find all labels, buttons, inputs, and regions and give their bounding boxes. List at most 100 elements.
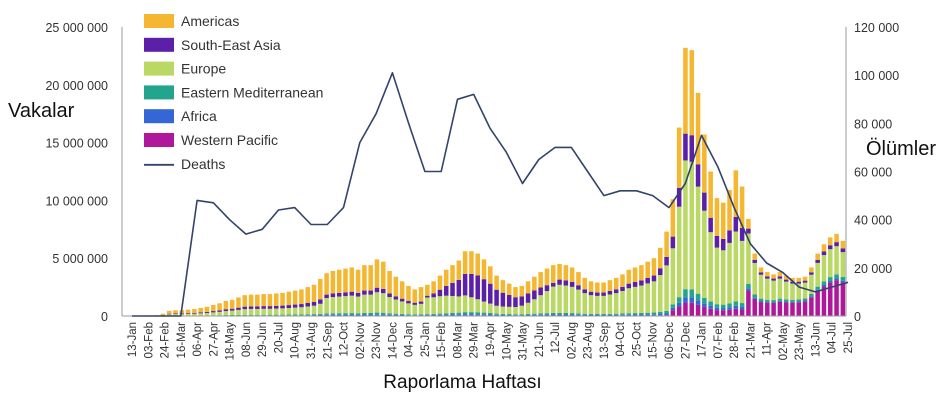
- bar-segment-africa: [815, 289, 820, 292]
- bar-segment-europe: [381, 293, 386, 313]
- y2-axis-label: Ölümler: [866, 138, 937, 160]
- bar-segment-europe: [809, 274, 814, 294]
- y2-tick-label: 100 000: [854, 69, 899, 83]
- bar-segment-africa: [443, 314, 449, 316]
- bar-segment-eastern-mediterranean: [450, 312, 455, 315]
- y-tick-label: 5 000 000: [52, 252, 108, 266]
- bar-segment-europe: [651, 281, 657, 313]
- bar-segment-eastern-mediterranean: [425, 314, 430, 316]
- bar-segment-south-east-asia: [557, 279, 562, 285]
- bar-segment-europe: [418, 303, 424, 315]
- bar-segment-americas: [324, 273, 329, 295]
- bar-segment-americas: [500, 280, 506, 293]
- bar-segment-eastern-mediterranean: [273, 314, 279, 316]
- bar-segment-south-east-asia: [305, 303, 310, 307]
- bar-segment-americas: [815, 253, 820, 260]
- bar-segment-south-east-asia: [834, 242, 839, 247]
- bar-segment-africa: [834, 278, 839, 281]
- bar-segment-americas: [450, 265, 455, 283]
- y2-tick-label: 0: [854, 310, 861, 324]
- x-tick-label: 12-Jul: [550, 322, 562, 353]
- bar-segment-africa: [670, 307, 676, 311]
- bar-segment-americas: [588, 281, 594, 292]
- bar-segment-americas: [173, 310, 178, 314]
- bar-segment-europe: [248, 308, 254, 315]
- bar-segment-south-east-asia: [368, 290, 373, 295]
- bar-segment-americas: [406, 285, 411, 301]
- bar-segment-europe: [607, 294, 613, 314]
- bar-segment-eastern-mediterranean: [242, 314, 248, 316]
- legend-label-americas: Americas: [181, 13, 239, 29]
- bar-segment-europe: [443, 295, 449, 314]
- bar-segment-europe: [242, 309, 248, 315]
- bar-segment-eastern-mediterranean: [469, 312, 474, 315]
- bar-segment-europe: [720, 250, 726, 305]
- bar-segment-europe: [393, 299, 399, 314]
- bar-segment-eastern-mediterranean: [362, 312, 367, 315]
- bar-segment-south-east-asia: [248, 306, 254, 309]
- legend-label-europe: Europe: [181, 61, 226, 77]
- bar-segment-americas: [777, 272, 783, 277]
- bar-segment-europe: [550, 286, 556, 313]
- bar-segment-americas: [381, 261, 386, 289]
- bar-segment-western-pacific: [752, 298, 757, 316]
- bar-segment-south-east-asia: [242, 306, 248, 310]
- bar-segment-americas: [494, 275, 499, 290]
- bar-segment-africa: [840, 280, 846, 283]
- bar-segment-americas: [595, 282, 600, 293]
- bar-segment-europe: [223, 311, 229, 316]
- bar-segment-eastern-mediterranean: [324, 313, 329, 315]
- bar-segment-americas: [758, 267, 764, 273]
- bar-segment-europe: [431, 297, 436, 314]
- bar-segment-africa: [550, 314, 556, 316]
- bar-segment-americas: [336, 269, 342, 293]
- bar-segment-americas: [532, 276, 537, 291]
- bar-segment-africa: [387, 314, 392, 316]
- bar-segment-americas: [393, 276, 399, 297]
- bar-segment-europe: [777, 278, 783, 299]
- x-tick-label: 23-Nov: [371, 322, 383, 359]
- bar-segment-africa: [425, 315, 430, 316]
- bar-segment-europe: [399, 301, 405, 314]
- bar-segment-south-east-asia: [450, 282, 455, 296]
- x-tick-label: 06-Apr: [192, 322, 204, 357]
- x-tick-label: 10-Aug: [290, 322, 302, 359]
- bar-segment-americas: [519, 285, 525, 297]
- x-tick-label: 25-Jan: [420, 322, 432, 357]
- bar-segment-south-east-asia: [229, 308, 235, 311]
- bar-segment-africa: [821, 285, 827, 287]
- bar-segment-africa: [494, 314, 499, 316]
- bar-segment-africa: [538, 314, 543, 316]
- x-tick-label: 27-Dec: [680, 322, 692, 359]
- bar-segment-americas: [557, 263, 562, 280]
- bar-segment-americas: [431, 281, 436, 294]
- bar-segment-south-east-asia: [525, 293, 531, 303]
- x-tick-label: 16-Mar: [176, 322, 188, 359]
- bar-segment-south-east-asia: [462, 273, 468, 296]
- bar-segment-europe: [595, 295, 600, 314]
- x-tick-label: 29-Mar: [469, 322, 481, 359]
- bar-segment-south-east-asia: [632, 282, 638, 287]
- bar-segment-western-pacific: [796, 302, 802, 316]
- bar-segment-south-east-asia: [204, 311, 210, 313]
- bar-segment-south-east-asia: [519, 296, 525, 306]
- bar-segment-europe: [746, 233, 751, 284]
- bar-segment-eastern-mediterranean: [783, 299, 789, 302]
- bar-segment-europe: [506, 306, 512, 315]
- bar-segment-africa: [355, 314, 361, 316]
- bar-segment-western-pacific: [670, 310, 676, 316]
- bar-segment-eastern-mediterranean: [513, 314, 518, 316]
- bar-segment-americas: [443, 269, 449, 286]
- bar-segment-africa: [437, 314, 443, 316]
- bar-segment-africa: [412, 315, 418, 316]
- bar-segment-south-east-asia: [318, 299, 323, 304]
- bar-segment-europe: [639, 285, 644, 313]
- bar-segment-south-east-asia: [796, 281, 802, 284]
- bar-segment-africa: [513, 315, 518, 316]
- bar-segment-eastern-mediterranean: [563, 312, 569, 315]
- bar-segment-americas: [771, 274, 776, 279]
- bar-segment-south-east-asia: [355, 292, 361, 297]
- y2-tick-label: 60 000: [854, 166, 892, 180]
- bar-segment-eastern-mediterranean: [393, 313, 399, 315]
- bar-segment-south-east-asia: [387, 293, 392, 298]
